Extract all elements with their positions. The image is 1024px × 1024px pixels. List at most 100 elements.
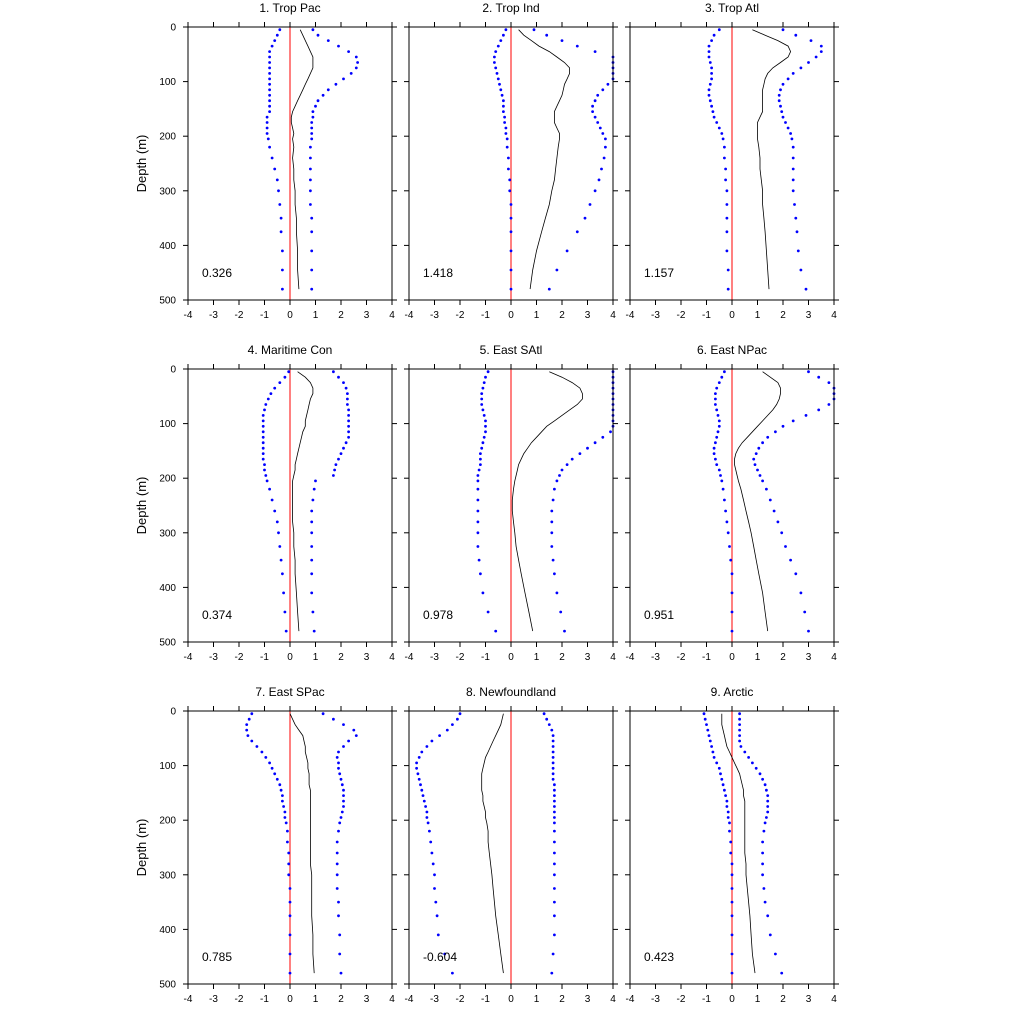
upper-bound-point xyxy=(553,900,556,904)
upper-bound-point xyxy=(316,33,320,37)
x-tick-label: 0 xyxy=(287,310,293,321)
upper-bound-point xyxy=(551,952,555,956)
lower-bound-point xyxy=(283,375,287,379)
upper-bound-point xyxy=(761,873,764,877)
upper-bound-point xyxy=(738,723,741,726)
upper-bound-point xyxy=(593,50,597,53)
y-tick-label: 200 xyxy=(159,474,176,485)
x-tick-label: 2 xyxy=(338,994,344,1005)
lower-bound-point xyxy=(261,457,265,461)
y-axis-label: Depth (m) xyxy=(134,819,149,877)
upper-bound-point xyxy=(768,933,772,937)
lower-bound-point xyxy=(717,28,721,32)
lower-bound-point xyxy=(729,840,733,844)
upper-bound-point xyxy=(344,386,348,390)
lower-bound-point xyxy=(509,268,513,272)
lower-bound-point xyxy=(286,840,289,844)
lower-bound-point xyxy=(725,216,729,220)
lower-bound-point xyxy=(424,805,427,808)
lower-bound-point xyxy=(268,487,271,491)
lower-bound-point xyxy=(723,156,726,160)
upper-bound-point xyxy=(777,93,781,97)
upper-bound-point xyxy=(337,766,340,770)
upper-bound-point xyxy=(310,520,314,524)
lower-bound-point xyxy=(730,914,734,918)
x-tick-label: 0 xyxy=(729,310,735,321)
lower-bound-point xyxy=(720,479,724,483)
lower-bound-point xyxy=(504,28,508,32)
lower-bound-point xyxy=(451,723,454,726)
x-tick-label: -4 xyxy=(626,994,635,1005)
upper-bound-point xyxy=(311,115,315,119)
upper-bound-point xyxy=(765,816,768,819)
upper-bound-point xyxy=(553,783,556,787)
x-tick-label: -2 xyxy=(456,652,465,663)
upper-bound-point xyxy=(751,761,754,765)
lower-bound-point xyxy=(288,914,292,918)
upper-bound-point xyxy=(310,558,314,562)
mean-line xyxy=(518,29,570,290)
lower-bound-point xyxy=(726,531,730,535)
panel-value-label: 0.978 xyxy=(423,608,453,622)
x-tick-label: 4 xyxy=(831,310,837,321)
lower-bound-point xyxy=(708,61,712,64)
lower-bound-point xyxy=(707,44,711,48)
x-tick-label: -1 xyxy=(260,994,269,1005)
upper-bound-point xyxy=(551,739,555,743)
upper-bound-point xyxy=(310,249,314,253)
x-tick-label: 0 xyxy=(287,652,293,663)
upper-bound-point xyxy=(310,268,314,272)
upper-bound-point xyxy=(763,900,767,904)
lower-bound-point xyxy=(723,498,726,502)
lower-bound-point xyxy=(714,441,717,445)
lower-bound-point xyxy=(284,821,288,825)
upper-bound-point xyxy=(807,629,810,633)
upper-bound-point xyxy=(349,72,353,75)
lower-bound-point xyxy=(484,375,487,379)
upper-bound-point xyxy=(757,446,761,450)
x-tick-label: -1 xyxy=(702,652,711,663)
x-tick-label: -1 xyxy=(702,310,711,321)
x-tick-label: 3 xyxy=(806,652,812,663)
upper-bound-point xyxy=(553,788,556,792)
x-tick-label: 3 xyxy=(806,310,812,321)
lower-bound-point xyxy=(482,381,486,384)
lower-bound-point xyxy=(458,712,462,716)
x-tick-label: 4 xyxy=(389,652,395,663)
lower-bound-point xyxy=(480,403,484,406)
upper-bound-point xyxy=(342,788,345,792)
upper-bound-point xyxy=(532,28,536,32)
lower-bound-point xyxy=(268,55,271,59)
lower-bound-point xyxy=(264,403,268,406)
upper-bound-point xyxy=(799,591,803,595)
x-tick-label: -1 xyxy=(260,310,269,321)
panel-value-label: 0.423 xyxy=(644,950,674,964)
x-tick-label: 3 xyxy=(585,310,591,321)
upper-bound-point xyxy=(547,287,551,291)
x-tick-label: -4 xyxy=(626,310,635,321)
lower-bound-point xyxy=(730,572,734,576)
lower-bound-point xyxy=(476,474,480,477)
lower-bound-point xyxy=(724,794,727,797)
lower-bound-point xyxy=(476,498,480,502)
lower-bound-point xyxy=(717,424,721,428)
lower-bound-point xyxy=(261,419,265,423)
upper-bound-point xyxy=(786,77,790,81)
lower-bound-point xyxy=(279,230,283,234)
lower-bound-point xyxy=(710,745,713,748)
lower-bound-point xyxy=(287,851,291,855)
upper-bound-point xyxy=(337,44,340,48)
lower-bound-point xyxy=(426,821,430,825)
lower-bound-point xyxy=(717,766,721,770)
upper-bound-point xyxy=(326,88,330,92)
lower-bound-point xyxy=(719,474,722,477)
upper-bound-point xyxy=(790,137,794,141)
lower-bound-point xyxy=(438,734,441,737)
x-tick-label: 0 xyxy=(508,994,514,1005)
upper-bound-point xyxy=(347,419,350,423)
upper-bound-point xyxy=(779,104,782,108)
upper-bound-point xyxy=(342,446,345,450)
lower-bound-point xyxy=(261,424,265,428)
upper-bound-point xyxy=(337,829,340,833)
x-tick-label: -4 xyxy=(184,310,193,321)
